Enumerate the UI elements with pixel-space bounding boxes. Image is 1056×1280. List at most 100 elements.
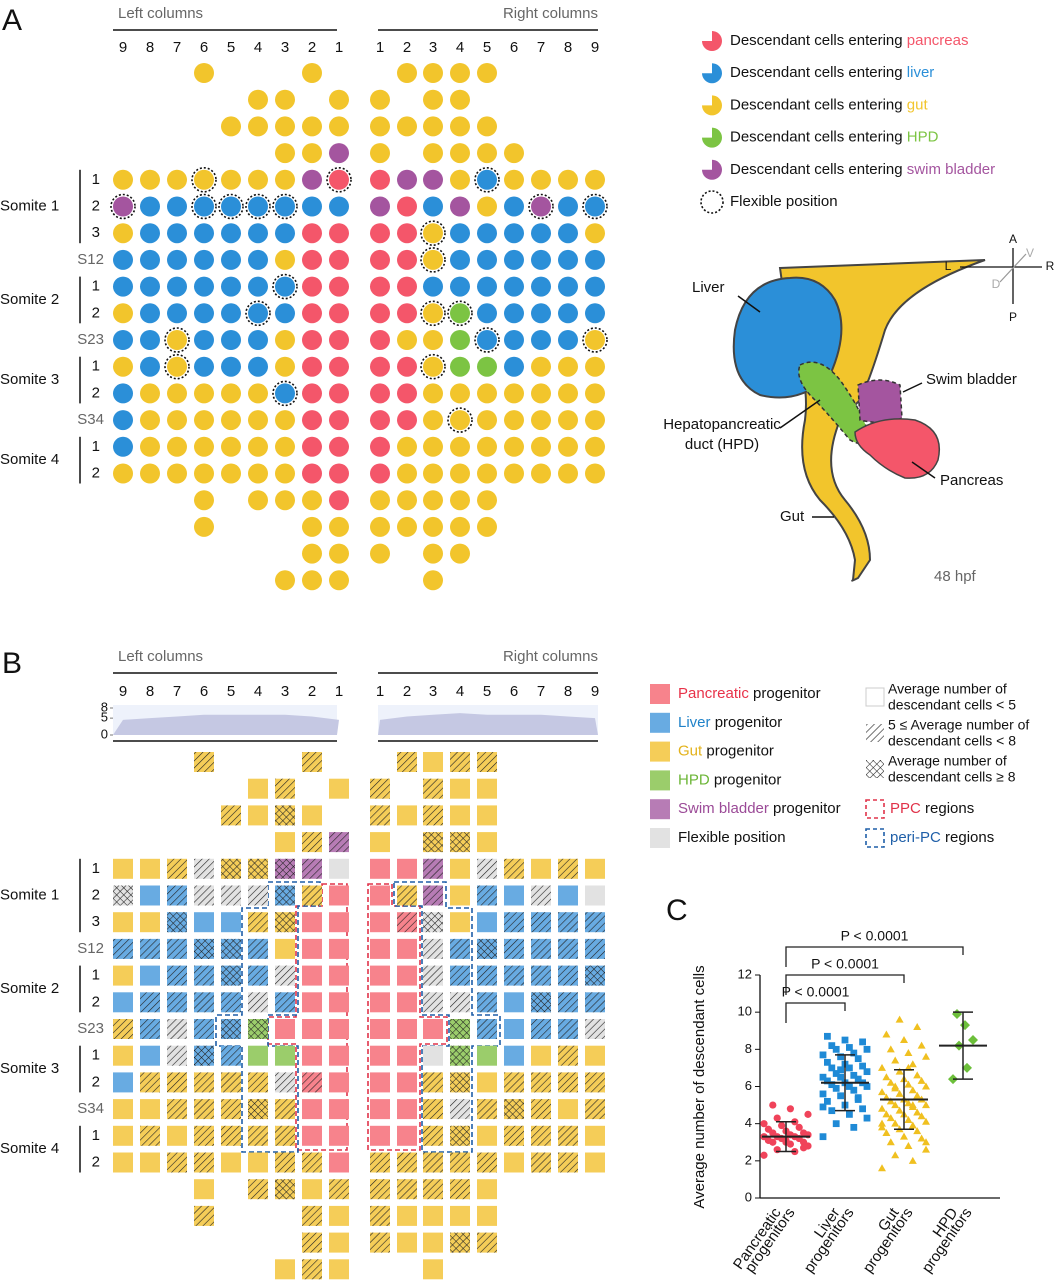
hatch [423, 778, 443, 799]
fate-pie [248, 223, 268, 244]
fate-pie [450, 276, 470, 297]
progenitor-cell [370, 1019, 390, 1039]
fate-pie [477, 303, 497, 324]
fate-pie [397, 410, 417, 431]
legend-text: Flexible position [730, 193, 838, 210]
legend-swatch [650, 828, 670, 848]
fate-pie [585, 436, 605, 457]
hatch [248, 1072, 268, 1093]
hatch [450, 965, 470, 986]
progenitor-cell [370, 992, 390, 1013]
data-point [778, 1121, 786, 1130]
profile-tick-label: 8 [101, 699, 108, 714]
legend-text: Flexible position [678, 829, 786, 846]
data-point [891, 1056, 900, 1064]
fate-pie [450, 303, 470, 324]
hatch [221, 1019, 241, 1039]
legend-swatch [650, 741, 670, 762]
fate-pie [302, 463, 322, 484]
hatch [113, 938, 133, 959]
hatch [248, 912, 268, 933]
progenitor-cell [140, 1152, 160, 1173]
hatch [504, 1125, 524, 1146]
hatch [450, 1152, 470, 1173]
fate-pie [558, 463, 578, 484]
legend-term: liver [907, 64, 935, 81]
hatch [558, 965, 578, 986]
legend-text-part: progenitor [715, 714, 783, 731]
fate-pie [423, 543, 443, 564]
legend-term: gut [907, 96, 929, 113]
hatch [221, 992, 241, 1013]
fate-pie [504, 383, 524, 404]
fate-pie [370, 169, 390, 190]
fate-pie [248, 356, 268, 377]
hatch [370, 778, 390, 799]
hatch [531, 1072, 551, 1093]
progenitor-cell [275, 938, 295, 959]
fate-pie [275, 330, 295, 350]
fate-pie [585, 463, 605, 484]
progenitor-cell [167, 1125, 187, 1146]
fate-pie [302, 356, 322, 377]
fate-pie [194, 196, 214, 217]
flexible-ring [218, 193, 244, 220]
data-point [846, 1044, 853, 1051]
hatch [531, 1019, 551, 1039]
data-point [900, 1132, 908, 1140]
column-label: 1 [376, 683, 384, 700]
fate-pie [248, 410, 268, 431]
fate-pie [248, 276, 268, 297]
hatch [531, 912, 551, 933]
legend-text: descendant cells < 8 [888, 733, 1016, 749]
progenitor-cell [477, 1045, 497, 1066]
hatch [477, 752, 497, 772]
fate-pie [194, 63, 214, 83]
hatch [450, 832, 470, 853]
column-label: 3 [429, 683, 437, 700]
fate-pie [221, 116, 241, 137]
fate-pie [397, 356, 417, 377]
hatch [558, 912, 578, 933]
progenitor-cell [329, 885, 349, 906]
data-point [863, 1114, 871, 1122]
row-label: 1 [92, 278, 100, 295]
column-label: 9 [119, 683, 127, 700]
hatch [221, 1099, 241, 1120]
legend-text: Gut progenitor [678, 743, 774, 760]
hatch [275, 778, 295, 799]
significance-bracket [785, 946, 964, 967]
fate-pie [329, 383, 349, 404]
column-group-title: Left columns [118, 648, 203, 665]
hatch [450, 1179, 470, 1200]
data-point [804, 1110, 812, 1118]
fate-pie [329, 223, 349, 244]
row-label: S23 [77, 1020, 104, 1037]
data-point [824, 1077, 831, 1085]
progenitor-cell [370, 938, 390, 959]
y-tick-label: 2 [745, 1152, 752, 1167]
progenitor-cell [113, 1072, 133, 1093]
fate-pie [248, 303, 268, 324]
flexible-ring [474, 327, 500, 353]
fate-pie [113, 276, 133, 297]
fate-pie [140, 249, 160, 270]
progenitor-cell [450, 885, 470, 906]
legend-swatch [650, 684, 670, 704]
fate-pie [370, 410, 390, 431]
fate-pie [504, 356, 524, 377]
legend-text: Descendant cells entering gut [730, 96, 928, 113]
progenitor-cell [370, 912, 390, 933]
hatch [167, 1019, 187, 1039]
column-label: 8 [146, 683, 154, 700]
anatomy-diagram [732, 248, 1042, 582]
hatch [194, 1045, 214, 1066]
fate-pie [248, 116, 268, 137]
fate-pie [450, 543, 470, 564]
hatch [275, 1152, 295, 1173]
fate-pie [329, 276, 349, 297]
hatch [140, 992, 160, 1013]
data-point [850, 1086, 858, 1094]
progenitor-cell [450, 912, 470, 933]
hatch [275, 858, 295, 879]
